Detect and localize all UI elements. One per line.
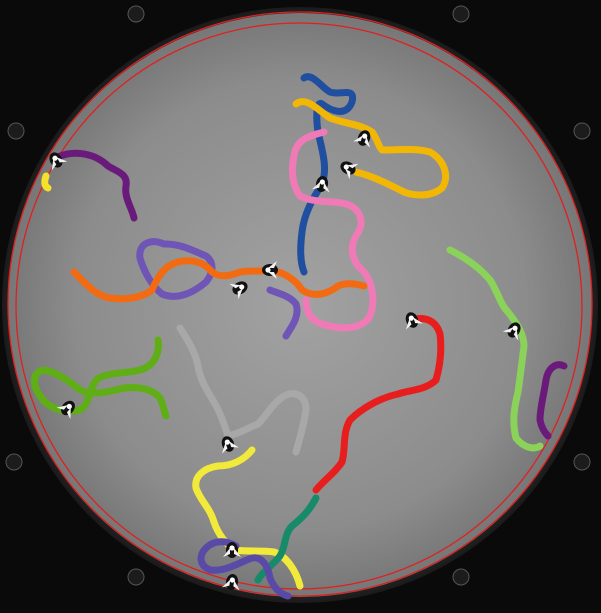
trail-yellow-small bbox=[41, 172, 52, 192]
trail-red bbox=[312, 315, 445, 494]
trail-indigo bbox=[197, 538, 292, 600]
trail-dark-purple-right bbox=[536, 361, 568, 440]
trail-yellow bbox=[192, 446, 304, 590]
trail-gray bbox=[176, 324, 310, 456]
rim-screws bbox=[5, 5, 591, 586]
trail-gold bbox=[292, 98, 449, 199]
arena-floor bbox=[8, 13, 592, 597]
trail-dark-purple-left bbox=[56, 149, 138, 222]
trail-light-green bbox=[446, 246, 544, 452]
trail-orange bbox=[70, 257, 368, 303]
trail-pink bbox=[288, 128, 377, 332]
trail-lavender bbox=[136, 238, 301, 340]
trail-green bbox=[31, 336, 170, 420]
